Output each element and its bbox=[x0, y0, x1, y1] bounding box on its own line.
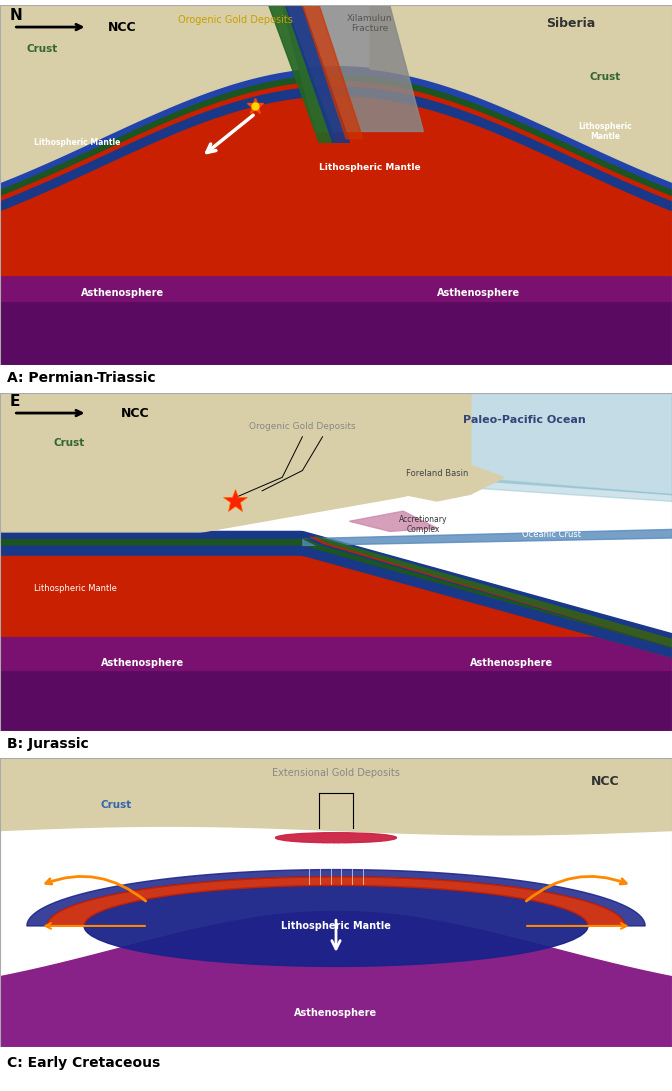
Text: Asthenosphere: Asthenosphere bbox=[470, 658, 554, 669]
Text: Crust: Crust bbox=[101, 800, 132, 810]
Text: Lithospheric Mantle: Lithospheric Mantle bbox=[34, 585, 116, 594]
Polygon shape bbox=[370, 460, 504, 501]
Text: Orogenic Gold Deposits: Orogenic Gold Deposits bbox=[178, 15, 292, 25]
Polygon shape bbox=[349, 511, 437, 531]
Text: Asthenosphere: Asthenosphere bbox=[294, 1008, 378, 1018]
Polygon shape bbox=[282, 5, 423, 131]
Text: Asthenosphere: Asthenosphere bbox=[101, 658, 184, 669]
Text: Lithospheric Mantle: Lithospheric Mantle bbox=[319, 163, 421, 172]
Ellipse shape bbox=[276, 832, 396, 843]
Polygon shape bbox=[306, 538, 672, 646]
Text: Oceanic Crust: Oceanic Crust bbox=[521, 530, 581, 539]
Text: Foreland Basin: Foreland Basin bbox=[406, 469, 468, 479]
Text: Crust: Crust bbox=[54, 439, 85, 448]
Text: E: E bbox=[10, 394, 20, 409]
Text: Paleo-Pacific Ocean: Paleo-Pacific Ocean bbox=[463, 415, 585, 424]
Text: C: Early Cretaceous: C: Early Cretaceous bbox=[7, 1056, 160, 1070]
Text: Orogenic Gold Deposits: Orogenic Gold Deposits bbox=[249, 422, 355, 431]
Text: B: Jurassic: B: Jurassic bbox=[7, 736, 89, 751]
Polygon shape bbox=[286, 5, 349, 142]
Text: Xilamulun
Fracture: Xilamulun Fracture bbox=[347, 14, 392, 33]
Text: Siberia: Siberia bbox=[546, 17, 596, 29]
Polygon shape bbox=[302, 538, 672, 646]
Polygon shape bbox=[302, 5, 363, 139]
Text: NCC: NCC bbox=[121, 407, 150, 420]
Text: Accretionary
Complex: Accretionary Complex bbox=[399, 515, 448, 535]
Polygon shape bbox=[27, 870, 645, 926]
Text: N: N bbox=[10, 8, 23, 23]
Polygon shape bbox=[269, 5, 336, 142]
Text: Lithospheric
Mantle: Lithospheric Mantle bbox=[578, 122, 632, 141]
Text: Lithospheric Mantle: Lithospheric Mantle bbox=[281, 921, 391, 931]
Text: Lithospheric Mantle: Lithospheric Mantle bbox=[34, 137, 120, 147]
Text: Asthenosphere: Asthenosphere bbox=[81, 288, 164, 299]
Text: Extensional Gold Deposits: Extensional Gold Deposits bbox=[272, 768, 400, 778]
Polygon shape bbox=[310, 537, 672, 646]
Text: Asthenosphere: Asthenosphere bbox=[437, 288, 520, 299]
Text: NCC: NCC bbox=[108, 21, 136, 34]
Ellipse shape bbox=[84, 886, 588, 967]
Text: NCC: NCC bbox=[591, 775, 619, 788]
Text: Crust: Crust bbox=[589, 72, 620, 83]
Polygon shape bbox=[314, 536, 672, 646]
Text: A: Permian-Triassic: A: Permian-Triassic bbox=[7, 371, 155, 385]
Text: Lithospheric Mantle: Lithospheric Mantle bbox=[496, 564, 579, 573]
Polygon shape bbox=[47, 877, 625, 926]
Text: Crust: Crust bbox=[27, 44, 58, 53]
